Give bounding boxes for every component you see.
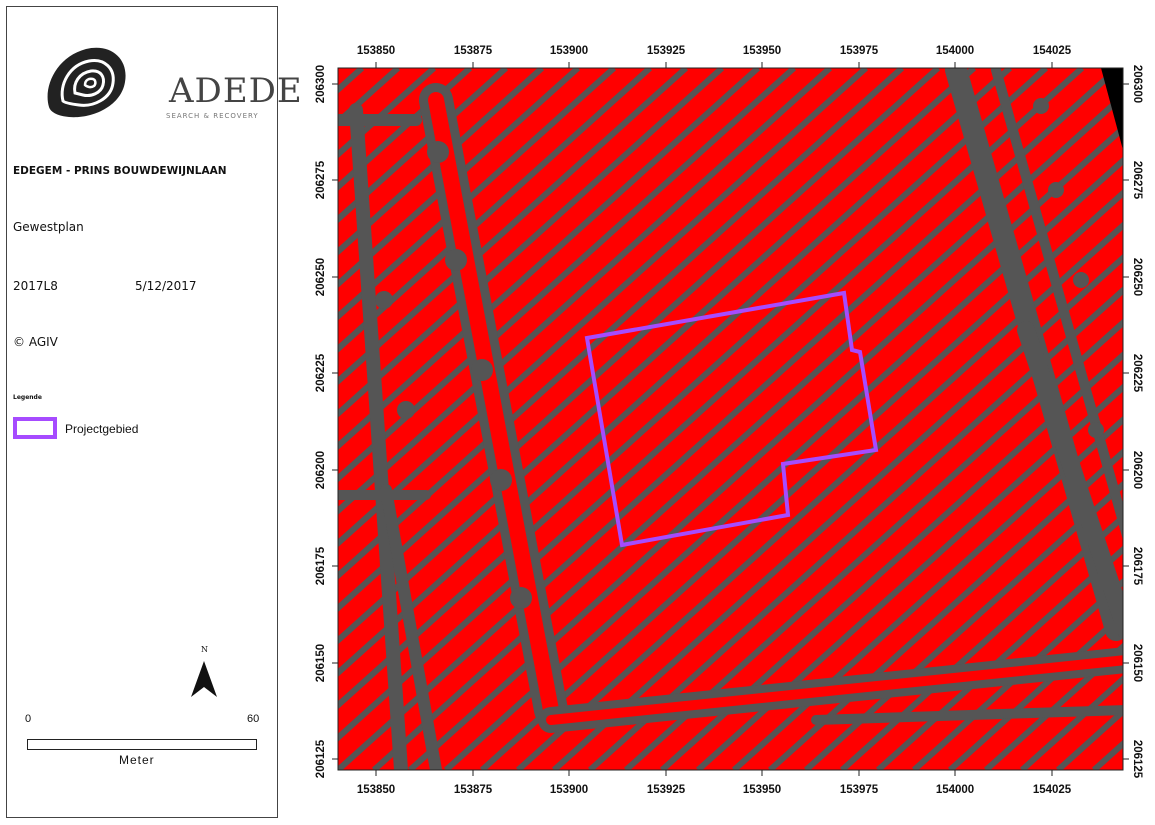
map-border bbox=[337, 67, 1124, 771]
map-svg: 153850 153875 153900 153925 153950 153975 1540… bbox=[315, 45, 1143, 796]
y-tick-label-left: 206275 bbox=[315, 160, 327, 199]
x-tick-label-bottom: 153900 bbox=[550, 784, 588, 796]
hatch-line bbox=[767, 448, 1123, 770]
adede-logo: ADEDE SEARCH & RECOVERY bbox=[41, 37, 302, 137]
x-tick-label-top: 154000 bbox=[936, 45, 974, 57]
x-tick-label-bottom: 153975 bbox=[840, 784, 879, 796]
y-tick-label-left: 206125 bbox=[315, 739, 327, 778]
scale-end: 60 bbox=[247, 713, 260, 725]
hatch-line bbox=[911, 577, 1123, 770]
y-tick-label-left: 206225 bbox=[315, 353, 327, 392]
hatch-line bbox=[839, 513, 1123, 770]
hatch-line bbox=[338, 68, 977, 645]
logo-name: ADEDE bbox=[169, 71, 303, 111]
hatch-line bbox=[338, 68, 797, 483]
map-frame: 153850 153875 153900 153925 153950 153975 1540… bbox=[296, 30, 1151, 810]
y-tick-label-left: 206300 bbox=[315, 65, 327, 103]
hatch-line bbox=[338, 68, 545, 256]
copyright: © AGIV bbox=[13, 335, 58, 349]
project-title: EDEGEM - PRINS BOUWDEWIJNLAAN bbox=[13, 165, 227, 177]
x-tick-label-top: 154025 bbox=[1033, 45, 1072, 57]
north-label: N bbox=[201, 645, 208, 654]
hatch-line bbox=[875, 545, 1123, 770]
legend-panel: ADEDE SEARCH & RECOVERY EDEGEM - PRINS B… bbox=[6, 6, 302, 818]
x-tick-label-top: 153875 bbox=[454, 45, 493, 57]
map-area bbox=[338, 68, 1123, 770]
x-axis-bottom: 153850 153875 153900 153925 153950 153975 1540… bbox=[357, 770, 1072, 796]
road-network bbox=[338, 68, 1123, 770]
x-tick-label-top: 153850 bbox=[357, 45, 395, 57]
logo-tagline: SEARCH & RECOVERY bbox=[166, 112, 259, 120]
hatch-line bbox=[338, 68, 509, 224]
hatch-line bbox=[338, 68, 869, 548]
y-tick-label-right: 206200 bbox=[1131, 451, 1143, 489]
hatch-line bbox=[338, 68, 1013, 677]
x-tick-label-bottom: 153875 bbox=[454, 784, 493, 796]
hatch-line bbox=[443, 156, 1123, 770]
project-date: 5/12/2017 bbox=[135, 279, 197, 293]
road-nodes bbox=[375, 98, 1104, 609]
x-tick-label-top: 153950 bbox=[743, 45, 781, 57]
hatch-line bbox=[338, 68, 833, 515]
y-axis-left: 206300 206275 206250 206225 206200 206175 2061… bbox=[315, 65, 338, 778]
y-axis-right: 206300 206275 206250 206225 206200 206175 2061… bbox=[1123, 65, 1143, 779]
x-tick-label-bottom: 153950 bbox=[743, 784, 781, 796]
hatch-line bbox=[338, 68, 1085, 742]
x-tick-label-top: 153975 bbox=[840, 45, 879, 57]
y-tick-label-right: 206300 bbox=[1131, 65, 1143, 103]
y-tick-label-right: 206150 bbox=[1131, 644, 1143, 682]
hatch-line bbox=[587, 286, 1123, 770]
hatch-line bbox=[338, 68, 725, 418]
hatch-line bbox=[803, 480, 1123, 770]
y-tick-label-right: 206175 bbox=[1131, 547, 1143, 586]
hatch-line bbox=[551, 253, 1123, 770]
hatch-line bbox=[338, 68, 941, 613]
hatch-line bbox=[731, 415, 1123, 770]
y-tick-label-left: 206200 bbox=[315, 451, 327, 489]
x-tick-label-top: 153900 bbox=[550, 45, 588, 57]
hatch-line bbox=[338, 68, 653, 353]
x-tick-label-bottom: 154025 bbox=[1033, 784, 1072, 796]
hatch-line bbox=[338, 68, 473, 191]
y-tick-label-right: 206125 bbox=[1131, 740, 1143, 779]
x-tick-label-bottom: 153850 bbox=[357, 784, 395, 796]
scale-start: 0 bbox=[25, 713, 32, 725]
y-tick-label-left: 206250 bbox=[315, 258, 327, 296]
hatch-line bbox=[695, 383, 1123, 770]
x-axis-top: 153850 153875 153900 153925 153950 153975 1540… bbox=[357, 45, 1072, 68]
north-arrow-icon bbox=[191, 661, 217, 697]
map-type: Gewestplan bbox=[13, 220, 84, 234]
adede-logo-mark bbox=[47, 47, 126, 118]
y-tick-label-right: 206275 bbox=[1131, 161, 1143, 200]
y-tick-label-left: 206150 bbox=[315, 644, 327, 682]
legend-title: Legende bbox=[13, 394, 42, 401]
y-tick-label-right: 206250 bbox=[1131, 258, 1143, 296]
hatch-line bbox=[338, 68, 617, 321]
x-tick-label-bottom: 154000 bbox=[936, 784, 974, 796]
hatch-line bbox=[515, 221, 1123, 770]
nodata-corner bbox=[1101, 68, 1123, 150]
hatch-line bbox=[623, 318, 1123, 770]
scale-bar bbox=[27, 739, 257, 750]
y-tick-label-right: 206225 bbox=[1131, 354, 1143, 393]
scale-unit: Meter bbox=[119, 753, 155, 767]
project-code: 2017L8 bbox=[13, 279, 58, 293]
y-tick-label-left: 206175 bbox=[315, 546, 327, 585]
legend-label-projectgebied: Projectgebied bbox=[65, 422, 139, 436]
projectgebied-boundary bbox=[584, 290, 879, 548]
hatch-line bbox=[338, 68, 761, 451]
x-tick-label-bottom: 153925 bbox=[647, 784, 686, 796]
hatch-line bbox=[338, 68, 689, 386]
x-tick-label-top: 153925 bbox=[647, 45, 686, 57]
legend-swatch-projectgebied bbox=[13, 417, 57, 439]
